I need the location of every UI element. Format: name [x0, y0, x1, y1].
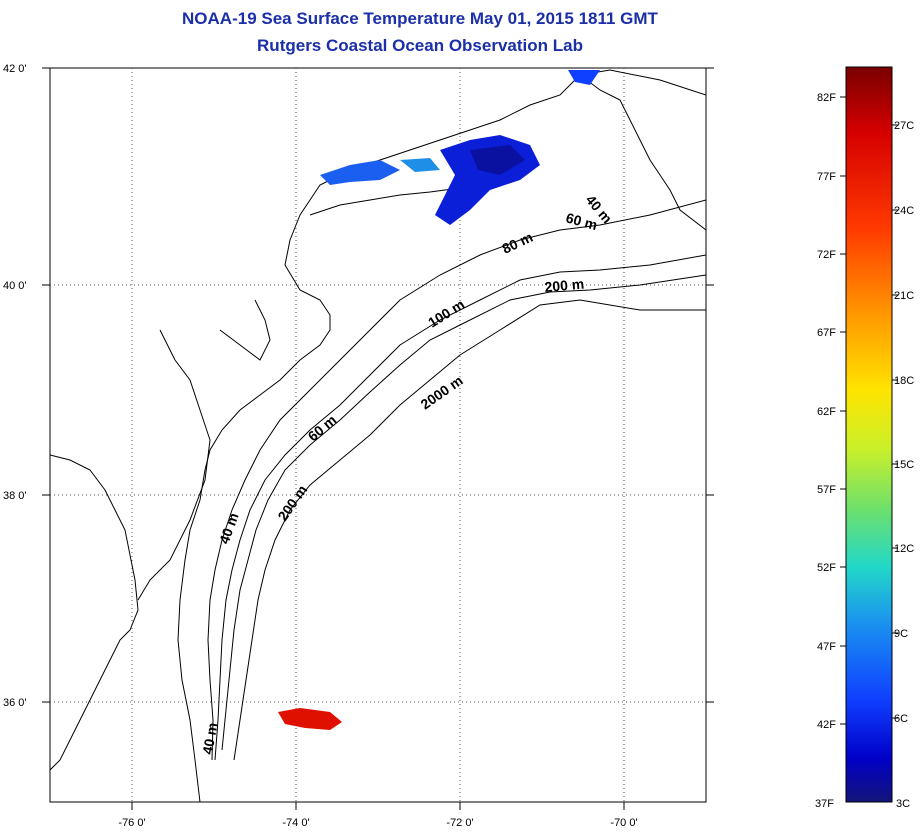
depth-label: 200 m [544, 276, 585, 295]
isobaths [207, 199, 706, 761]
depth-label: 60 m [564, 209, 599, 233]
lat-label: 36 0' [3, 697, 27, 709]
map-frame [49, 67, 707, 803]
lon-label: -76 0' [118, 817, 145, 829]
colorbar-f-label: 47F [817, 641, 836, 653]
colorbar-ticks [840, 96, 898, 725]
colorbar-f-label: 42F [817, 719, 836, 731]
colorbar-c-label: 9C [894, 628, 908, 640]
colorbar-c-label: 18C [894, 375, 914, 387]
colorbar-c-label: 21C [894, 290, 914, 302]
colorbar-f-label: 37F [815, 798, 834, 810]
colorbar-c-label: 27C [894, 120, 914, 132]
bay-shoreline [50, 454, 139, 771]
colorbar-f-label: 77F [817, 171, 836, 183]
colorbar-f-label: 82F [817, 92, 836, 104]
chesapeake-bay [137, 329, 211, 601]
colorbar-f-label: 57F [817, 484, 836, 496]
lon-label: -74 0' [282, 817, 309, 829]
delaware-bay [219, 299, 271, 361]
cape-cod [579, 74, 706, 231]
colorbar-f-label: 72F [817, 249, 836, 261]
colorbar [845, 66, 893, 803]
lon-label: -72 0' [446, 817, 473, 829]
depth-label: 40 m [199, 721, 220, 755]
colorbar-c-label: 24C [894, 205, 914, 217]
lon-label: -70 0' [610, 817, 637, 829]
colorbar-c-label: 12C [894, 543, 914, 555]
map-title: NOAA-19 Sea Surface Temperature May 01, … [182, 9, 658, 28]
colorbar-c-label: 3C [896, 798, 910, 810]
lat-label: 40 0' [3, 280, 27, 292]
map-axis-ticks [42, 67, 714, 810]
colorbar-f-label: 67F [817, 327, 836, 339]
lat-label: 38 0' [3, 490, 27, 502]
map-subtitle: Rutgers Coastal Ocean Observation Lab [257, 36, 583, 55]
colorbar-f-label: 62F [817, 406, 836, 418]
colorbar-f-label: 52F [817, 562, 836, 574]
colorbar-c-label: 6C [894, 713, 908, 725]
sst-data-patches [278, 70, 600, 730]
map-gridlines [50, 68, 706, 802]
coastline [177, 69, 706, 802]
lat-label: 42 0' [3, 63, 27, 75]
colorbar-c-label: 15C [894, 459, 914, 471]
